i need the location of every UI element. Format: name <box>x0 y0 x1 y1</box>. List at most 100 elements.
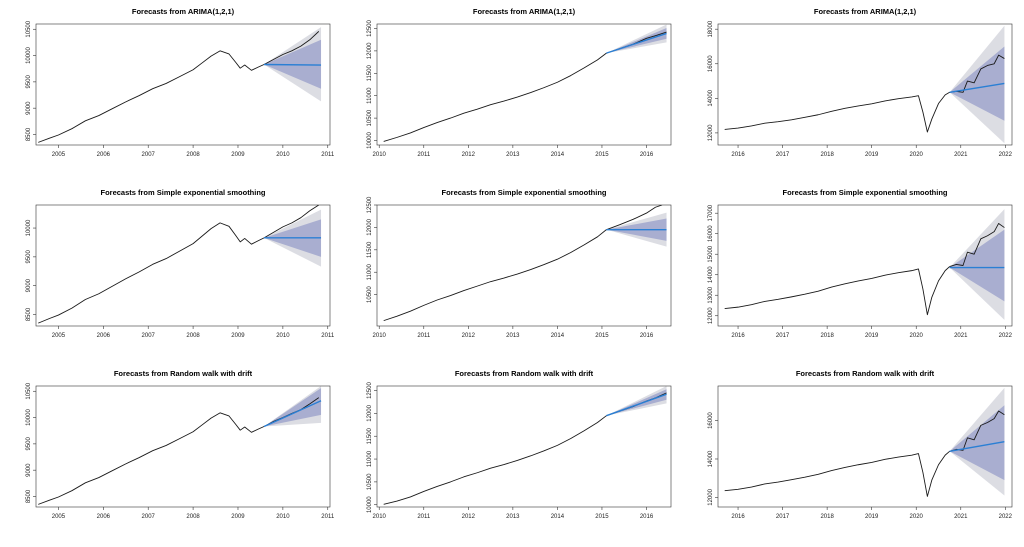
y-tick-label: 12500 <box>367 382 373 399</box>
panel-svg: Forecasts from ARIMA(1,2,1) 2010 2011 2012 2… <box>367 7 672 158</box>
y-tick-label: 10500 <box>367 473 373 490</box>
y-tick-label: 10000 <box>367 132 373 149</box>
x-tick-label: 2020 <box>910 514 924 520</box>
y-tick-label: 10500 <box>367 286 373 303</box>
y-tick-label: 12000 <box>367 404 373 421</box>
y-tick-label: 9500 <box>26 437 32 451</box>
y-tick-label: 8500 <box>26 127 32 141</box>
y-tick-label: 10000 <box>367 496 373 513</box>
history-series-line <box>383 52 607 142</box>
forecast-panel-2: Forecasts from ARIMA(1,2,1) 2010 2011 2012 2… <box>341 0 682 180</box>
forecast-panel-3: Forecasts from ARIMA(1,2,1) 2016 2017 2018 2… <box>682 0 1023 180</box>
y-tick-label: 10500 <box>26 382 32 399</box>
y-tick-label: 18000 <box>708 20 714 37</box>
x-tick-label: 2009 <box>231 152 245 158</box>
y-tick-label: 14000 <box>708 266 714 283</box>
history-series-line <box>38 412 265 505</box>
history-series-line <box>724 266 950 316</box>
x-tick-label: 2010 <box>373 514 387 520</box>
x-tick-label: 2017 <box>776 152 790 158</box>
y-tick-label: 14000 <box>708 89 714 106</box>
x-tick-label: 2022 <box>999 152 1013 158</box>
y-tick-label: 12000 <box>708 488 714 505</box>
actual-series-line <box>949 54 1005 93</box>
x-tick-label: 2005 <box>52 514 66 520</box>
x-tick-label: 2018 <box>820 152 834 158</box>
forecast-panel-9: Forecasts from Random walk with drift 201… <box>682 362 1023 542</box>
band-80-interval <box>606 28 667 54</box>
y-tick-label: 11000 <box>367 450 373 467</box>
y-tick-label: 9000 <box>26 463 32 477</box>
y-tick-label: 12500 <box>367 19 373 36</box>
history-series-line <box>38 50 265 143</box>
y-tick-label: 16000 <box>708 55 714 72</box>
forecast-panel-4: Forecasts from Simple exponential smooth… <box>0 181 341 361</box>
x-tick-label: 2008 <box>186 333 200 339</box>
y-tick-label: 9500 <box>26 75 32 89</box>
x-tick-label: 2006 <box>97 333 111 339</box>
x-tick-label: 2011 <box>417 152 431 158</box>
y-tick-label: 16000 <box>708 412 714 429</box>
x-tick-label: 2017 <box>776 333 790 339</box>
plot-frame <box>376 385 672 508</box>
history-series-line <box>383 229 607 322</box>
x-tick-label: 2013 <box>506 333 520 339</box>
x-tick-label: 2020 <box>910 333 924 339</box>
forecast-line <box>949 441 1005 452</box>
x-tick-label: 2018 <box>820 514 834 520</box>
history-series-line <box>724 450 950 497</box>
y-tick-label: 10000 <box>26 47 32 64</box>
plot-frame <box>376 23 672 146</box>
y-tick-label: 9500 <box>26 250 32 264</box>
y-tick-label: 10000 <box>26 409 32 426</box>
y-tick-label: 11000 <box>367 263 373 280</box>
x-tick-label: 2010 <box>373 333 387 339</box>
y-tick-label: 10500 <box>367 109 373 126</box>
x-tick-label: 2006 <box>97 152 111 158</box>
plot-frame <box>376 204 672 327</box>
panel-svg: Forecasts from Simple exponential smooth… <box>708 188 1013 339</box>
x-tick-label: 2008 <box>186 152 200 158</box>
x-tick-label: 2011 <box>417 333 431 339</box>
x-tick-label: 2022 <box>999 333 1013 339</box>
y-tick-label: 12000 <box>708 124 714 141</box>
y-tick-label: 15000 <box>708 245 714 262</box>
forecast-line <box>263 400 322 428</box>
forecast-line <box>606 393 667 417</box>
chart-title: Forecasts from ARIMA(1,2,1) <box>473 7 576 16</box>
x-tick-label: 2009 <box>231 514 245 520</box>
x-tick-label: 2016 <box>640 514 654 520</box>
x-tick-label: 2011 <box>321 514 335 520</box>
x-tick-label: 2011 <box>321 333 335 339</box>
x-tick-label: 2021 <box>954 152 968 158</box>
plot-frame <box>35 204 331 327</box>
forecast-line <box>606 32 667 54</box>
x-tick-label: 2017 <box>776 514 790 520</box>
actual-series-line <box>263 205 320 239</box>
chart-title: Forecasts from ARIMA(1,2,1) <box>814 7 917 16</box>
y-tick-label: 16000 <box>708 225 714 242</box>
x-tick-label: 2020 <box>910 152 924 158</box>
panel-svg: Forecasts from Simple exponential smooth… <box>367 188 672 339</box>
x-tick-label: 2016 <box>731 152 745 158</box>
x-tick-label: 2019 <box>865 152 879 158</box>
chart-title: Forecasts from Simple exponential smooth… <box>441 188 606 197</box>
plot-frame <box>717 385 1013 508</box>
x-tick-label: 2007 <box>142 333 156 339</box>
x-tick-label: 2010 <box>373 152 387 158</box>
y-tick-label: 12000 <box>367 218 373 235</box>
x-tick-label: 2015 <box>595 333 609 339</box>
forecast-panel-6: Forecasts from Simple exponential smooth… <box>682 181 1023 361</box>
x-tick-label: 2005 <box>52 333 66 339</box>
x-tick-label: 2006 <box>97 514 111 520</box>
x-tick-label: 2019 <box>865 514 879 520</box>
y-tick-label: 10000 <box>26 219 32 236</box>
x-tick-label: 2022 <box>999 514 1013 520</box>
y-tick-label: 12000 <box>367 42 373 59</box>
x-tick-label: 2012 <box>462 514 476 520</box>
x-tick-label: 2014 <box>551 333 565 339</box>
x-tick-label: 2021 <box>954 333 968 339</box>
y-tick-label: 11000 <box>367 87 373 104</box>
panel-svg: Forecasts from Simple exponential smooth… <box>26 188 335 339</box>
x-tick-label: 2012 <box>462 152 476 158</box>
